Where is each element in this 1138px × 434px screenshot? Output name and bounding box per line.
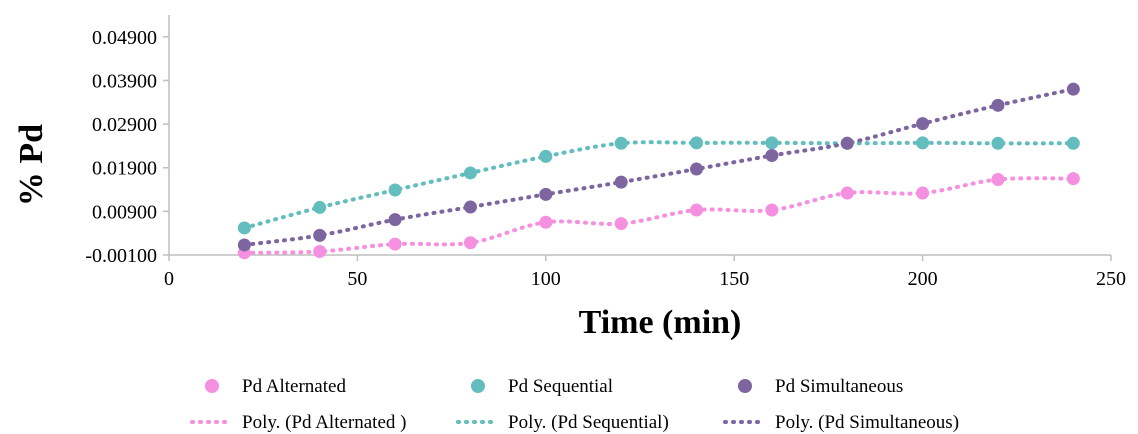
y-tick-label: -0.00100 xyxy=(85,245,157,267)
legend-label: Pd Simultaneous xyxy=(775,376,903,397)
data-point xyxy=(237,238,251,252)
legend-label: Poly. (Pd Alternated ) xyxy=(242,412,406,433)
data-point xyxy=(313,228,327,242)
data-point xyxy=(765,203,779,217)
y-tick-label: 0.02900 xyxy=(92,114,157,136)
data-point xyxy=(313,200,327,214)
data-points xyxy=(237,82,1080,260)
legend-label: Pd Alternated xyxy=(242,376,346,397)
data-point xyxy=(463,236,477,250)
x-tick-label: 200 xyxy=(908,268,938,290)
x-tick-label: 0 xyxy=(164,268,174,290)
legend-marker xyxy=(738,379,752,393)
data-point xyxy=(614,136,628,150)
data-point xyxy=(313,245,327,259)
x-tick-label: 50 xyxy=(347,268,367,290)
x-tick-labels: 0 50 100 150 200 250 xyxy=(164,255,1126,290)
y-tick-labels: -0.00100 0.00900 0.01900 0.02900 0.03900 0.04… xyxy=(85,27,169,267)
data-point xyxy=(614,175,628,189)
y-tick-label: 0.01900 xyxy=(92,158,157,180)
y-tick-label: 0.04900 xyxy=(92,27,157,49)
x-tick-label: 250 xyxy=(1096,268,1126,290)
data-point xyxy=(388,237,402,251)
data-point xyxy=(614,217,628,231)
data-point xyxy=(840,186,854,200)
data-point xyxy=(1066,172,1080,186)
legend-marker xyxy=(205,379,219,393)
y-tick-label: 0.03900 xyxy=(92,70,157,92)
data-point xyxy=(916,186,930,200)
data-point xyxy=(765,136,779,150)
legend-label: Poly. (Pd Sequential) xyxy=(508,412,669,433)
legend-label: Pd Sequential xyxy=(508,376,613,397)
axes xyxy=(168,15,1111,256)
y-axis-title: % Pd xyxy=(13,124,50,206)
legend-label: Poly. (Pd Simultaneous) xyxy=(775,412,959,433)
data-point xyxy=(991,173,1005,187)
data-point xyxy=(991,136,1005,150)
legend-marker xyxy=(471,379,485,393)
data-point xyxy=(237,221,251,235)
data-point xyxy=(991,98,1005,112)
trendline xyxy=(242,140,1076,230)
data-point xyxy=(690,136,704,150)
data-point xyxy=(463,200,477,214)
data-point xyxy=(690,203,704,217)
y-tick-label: 0.00900 xyxy=(92,201,157,223)
data-point xyxy=(916,136,930,150)
data-point xyxy=(539,187,553,201)
x-tick-label: 100 xyxy=(531,268,561,290)
trendlines xyxy=(242,87,1076,255)
trendline xyxy=(242,87,1076,247)
data-point xyxy=(539,149,553,163)
trendline xyxy=(242,176,1076,255)
data-point xyxy=(388,213,402,227)
data-point xyxy=(388,183,402,197)
data-point xyxy=(765,149,779,163)
data-point xyxy=(463,166,477,180)
data-point xyxy=(690,162,704,176)
x-axis-title: Time (min) xyxy=(579,304,742,341)
data-point xyxy=(916,117,930,131)
legend: Pd Alternated Pd Sequential Pd Simultaneou… xyxy=(190,376,959,433)
data-point xyxy=(1066,136,1080,150)
x-tick-label: 150 xyxy=(719,268,749,290)
data-point xyxy=(1066,82,1080,96)
data-point xyxy=(539,215,553,229)
data-point xyxy=(840,136,854,150)
